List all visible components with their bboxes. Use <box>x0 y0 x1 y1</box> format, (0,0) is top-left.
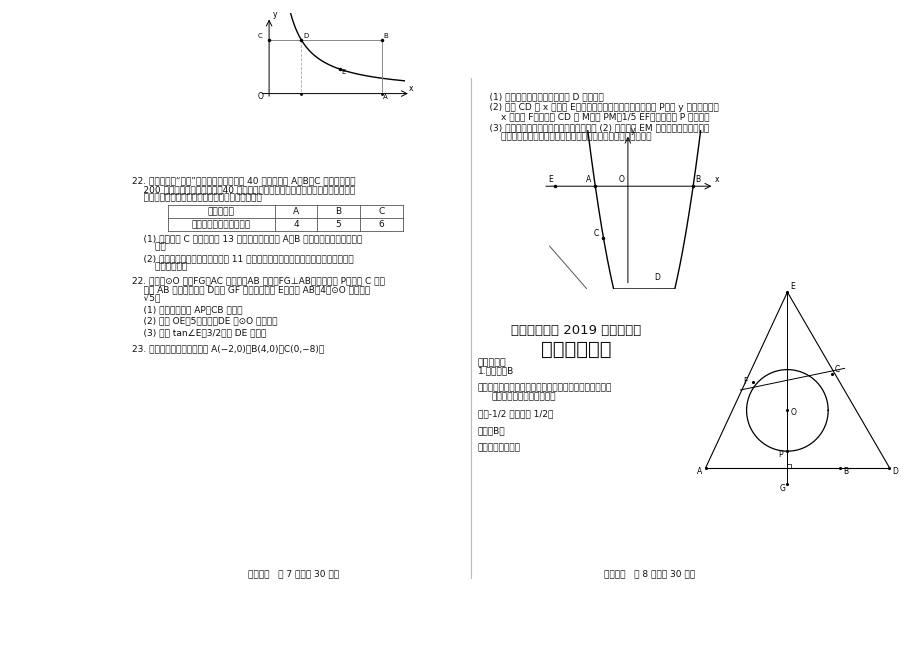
Text: 【解析】根据相反数的概念：只有符号不同的两个数叫做: 【解析】根据相反数的概念：只有符号不同的两个数叫做 <box>477 384 611 393</box>
Text: (1) 求抛物线的解析式及其顶点 D 的坐标；: (1) 求抛物线的解析式及其顶点 D 的坐标； <box>477 92 603 101</box>
Text: 种装运方案．: 种装运方案． <box>132 263 187 272</box>
Text: x: x <box>713 176 718 185</box>
Text: 【考点】相反数．: 【考点】相反数． <box>477 443 520 452</box>
Text: (1) 如果装运 C 种农产品需 13 辆汽车，那么装运 A、B 两种农产品各需多少辆汽: (1) 如果装运 C 种农产品需 13 辆汽车，那么装运 A、B 两种农产品各需… <box>132 234 362 243</box>
Text: 一、选择题: 一、选择题 <box>477 358 505 367</box>
Text: (3) 将抛物线沿对称轴平移，要使抛物线与 (2) 中的线段 EM 总有交点，那么抛物线: (3) 将抛物线沿对称轴平移，要使抛物线与 (2) 中的线段 EM 总有交点，那… <box>477 124 709 133</box>
Text: D: D <box>891 467 897 476</box>
Text: 5: 5 <box>335 220 341 229</box>
Text: A: A <box>584 174 590 183</box>
Text: B: B <box>335 207 341 216</box>
Text: 1.【答案】B: 1.【答案】B <box>477 367 514 376</box>
Text: G: G <box>779 484 785 493</box>
Text: 数学答案解析: 数学答案解析 <box>540 340 611 359</box>
Text: B: B <box>383 33 388 39</box>
Text: (2) 如果 OE＝5，求证：DE 是⊙O 的切线；: (2) 如果 OE＝5，求证：DE 是⊙O 的切线； <box>132 317 278 326</box>
Text: 200 吨到外地销售．按计划，40 辆车都要装运，每辆车只能装运同一种农产品，且: 200 吨到外地销售．按计划，40 辆车都要装运，每辆车只能装运同一种农产品，且 <box>132 185 355 194</box>
Text: (2) 直线 CD 交 x 轴于点 E，过抛物线上在对称轴的右边的点 P，作 y 轴的平行线交: (2) 直线 CD 交 x 轴于点 E，过抛物线上在对称轴的右边的点 P，作 y… <box>477 103 718 112</box>
Text: 23. 如图，已知抛物线经过点 A(−2,0)、B(4,0)、C(0,−8)．: 23. 如图，已知抛物线经过点 A(−2,0)、B(4,0)、C(0,−8)． <box>132 344 324 354</box>
Text: C: C <box>834 365 839 374</box>
Text: x: x <box>409 84 414 94</box>
Text: C: C <box>378 207 384 216</box>
Text: E: E <box>548 174 552 183</box>
Text: E: E <box>789 282 794 291</box>
Text: 必须装满．根据下表提供的信息，解答下列问题．: 必须装满．根据下表提供的信息，解答下列问题． <box>132 194 262 203</box>
Text: 4: 4 <box>293 220 299 229</box>
Text: B: B <box>694 174 699 183</box>
Text: 解：-1/2 相反数是 1/2，: 解：-1/2 相反数是 1/2， <box>477 409 552 418</box>
Text: 22. 为落实国家“三农”政策，某地政府组织 40 辆汽车装运 A、B、C 三种农产品共: 22. 为落实国家“三农”政策，某地政府组织 40 辆汽车装运 A、B、C 三种… <box>132 177 355 185</box>
Text: 22. 如图，⊙O 中，FG、AC 是直径，AB 是弦，FG⊥AB，垂足为点 P，过点 C 的直: 22. 如图，⊙O 中，FG、AC 是直径，AB 是弦，FG⊥AB，垂足为点 P… <box>132 277 384 285</box>
Text: y: y <box>630 126 634 135</box>
Text: F: F <box>743 377 747 386</box>
Text: D: D <box>302 33 308 39</box>
Text: D: D <box>653 273 659 282</box>
Text: C: C <box>593 229 598 238</box>
Text: 6: 6 <box>378 220 383 229</box>
Text: O: O <box>618 174 624 183</box>
Text: (2) 如果装运每种农产品至少需要 11 辆汽车，那么车辆的装运方案有几种？写出每: (2) 如果装运每种农产品至少需要 11 辆汽车，那么车辆的装运方案有几种？写出… <box>132 254 353 263</box>
Text: y: y <box>272 10 277 19</box>
Text: x 轴于点 F，交直线 CD 于 M，使 PM＝1/5 EF，请求出点 P 的坐标；: x 轴于点 F，交直线 CD 于 M，使 PM＝1/5 EF，请求出点 P 的坐… <box>477 112 709 121</box>
Text: P: P <box>777 450 782 460</box>
Text: 数学试卷   第 7 页（共 30 页）: 数学试卷 第 7 页（共 30 页） <box>247 569 338 578</box>
Text: 数学试卷   第 8 页（共 30 页）: 数学试卷 第 8 页（共 30 页） <box>604 569 695 578</box>
Text: C: C <box>257 33 262 39</box>
Text: A: A <box>292 207 299 216</box>
Text: A: A <box>383 94 388 100</box>
Text: B: B <box>843 467 847 476</box>
Text: O: O <box>789 408 795 417</box>
Text: 向上最多平移多少个单位长度，向下最多平移多少个单位长度．: 向上最多平移多少个单位长度，向下最多平移多少个单位长度． <box>477 132 651 141</box>
Text: √5．: √5． <box>132 294 160 303</box>
Text: (3) 如果 tan∠E＝3/2，求 DE 的长．: (3) 如果 tan∠E＝3/2，求 DE 的长． <box>132 328 266 337</box>
Text: 四川省德阳市 2019 年中考试卷: 四川省德阳市 2019 年中考试卷 <box>510 324 641 337</box>
Text: 故选：B．: 故选：B． <box>477 426 505 435</box>
Text: 每辆汽车的装载量（吨）: 每辆汽车的装载量（吨） <box>191 220 251 229</box>
Text: A: A <box>696 467 701 476</box>
Text: 车？: 车？ <box>132 243 165 252</box>
Text: O: O <box>257 92 264 101</box>
Text: 互为相反数即可得到答案．: 互为相反数即可得到答案． <box>491 392 556 401</box>
Text: 线交 AB 的延长线于点 D，交 GF 的延长线于点 E．已知 AB＝4，⊙O 的半径为: 线交 AB 的延长线于点 D，交 GF 的延长线于点 E．已知 AB＝4，⊙O … <box>132 285 369 294</box>
Text: 农产品种类: 农产品种类 <box>208 207 234 216</box>
Text: E: E <box>341 69 346 75</box>
Text: (1) 分别求出线段 AP、CB 的长；: (1) 分别求出线段 AP、CB 的长； <box>132 305 243 314</box>
